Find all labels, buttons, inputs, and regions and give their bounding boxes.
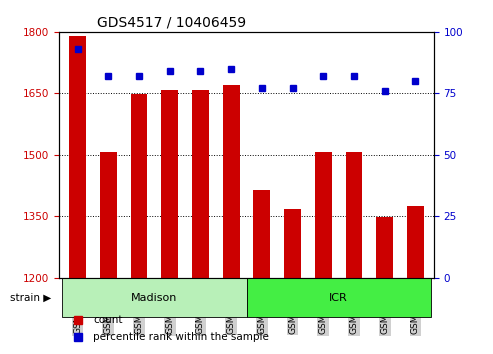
Bar (315, 152, 332, 278)
Bar (161, 90, 178, 278)
Bar (223, 85, 240, 278)
Bar (253, 190, 270, 278)
Text: ICR: ICR (329, 293, 348, 303)
Text: GDS4517 / 10406459: GDS4517 / 10406459 (97, 15, 246, 29)
Bar (100, 152, 117, 278)
Text: count: count (93, 315, 122, 325)
FancyBboxPatch shape (62, 278, 246, 318)
Text: strain ▶: strain ▶ (10, 293, 52, 303)
Text: percentile rank within the sample: percentile rank within the sample (93, 332, 269, 342)
Bar (284, 209, 301, 278)
Bar (131, 94, 147, 278)
Bar (69, 36, 86, 278)
Text: Madison: Madison (131, 293, 177, 303)
Bar (407, 206, 424, 278)
Bar (376, 217, 393, 278)
Bar (192, 90, 209, 278)
Bar (346, 152, 362, 278)
FancyBboxPatch shape (246, 278, 431, 318)
